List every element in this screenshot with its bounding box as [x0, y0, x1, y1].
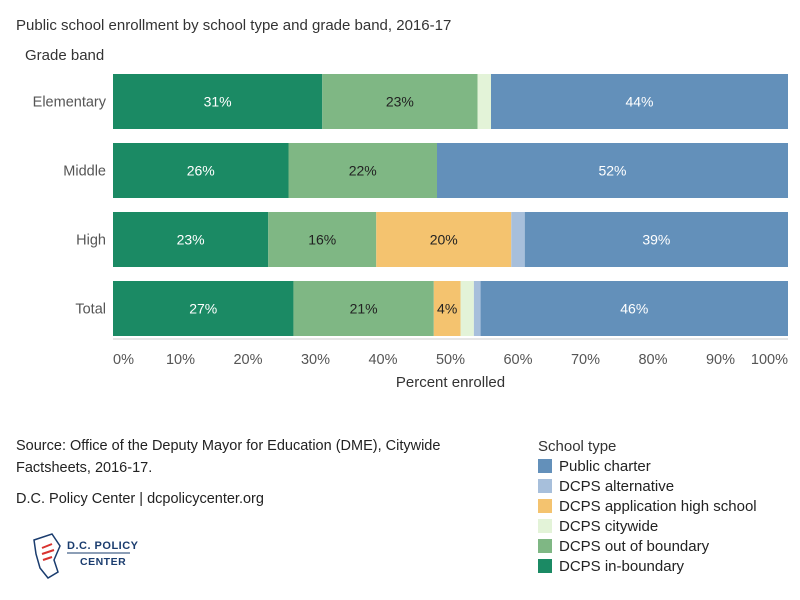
bar-segment: [460, 281, 474, 336]
legend-item: DCPS out of boundary: [538, 536, 757, 556]
legend-item: Public charter: [538, 456, 757, 476]
legend-swatch: [538, 459, 552, 473]
category-label: Elementary: [33, 95, 107, 111]
legend-swatch: [538, 479, 552, 493]
bar-segment: [524, 212, 788, 267]
dc-policy-center-logo: [33, 533, 130, 579]
x-tick-label: 20%: [233, 352, 262, 368]
category-label: High: [76, 233, 106, 249]
bar-segment: [113, 143, 289, 198]
bar-segment: [322, 74, 478, 129]
legend-item: DCPS citywide: [538, 516, 757, 536]
x-tick-label: 80%: [638, 352, 667, 368]
data-label: 16%: [308, 232, 336, 248]
bar-segment: [437, 143, 788, 198]
bar-segment: [473, 281, 481, 336]
x-tick-label: 10%: [166, 352, 195, 368]
bar-segment: [376, 212, 512, 267]
data-label: 23%: [177, 232, 205, 248]
x-tick-label: 100%: [751, 352, 788, 368]
legend-swatch: [538, 499, 552, 513]
data-label: 31%: [204, 94, 232, 110]
legend-label: DCPS in-boundary: [559, 557, 685, 575]
legend-label: DCPS alternative: [559, 477, 675, 495]
x-tick-label: 60%: [503, 352, 532, 368]
source-note: Source: Office of the Deputy Mayor for E…: [16, 438, 441, 476]
legend-label: DCPS application high school: [559, 497, 757, 515]
x-tick-label: 30%: [301, 352, 330, 368]
data-label: 39%: [642, 232, 670, 248]
legend-swatch: [538, 519, 552, 533]
x-axis-title: Percent enrolled: [396, 374, 505, 391]
category-label: Total: [75, 302, 106, 318]
legend-item: DCPS in-boundary: [538, 556, 757, 576]
legend-title: School type: [538, 438, 617, 455]
chart-title: Public school enrollment by school type …: [16, 17, 452, 34]
bar-segment: [113, 74, 323, 129]
y-axis-title: Grade band: [25, 47, 105, 64]
data-label: 4%: [437, 301, 457, 317]
logo-text-line2: CENTER: [80, 556, 127, 568]
legend-label: DCPS citywide: [559, 517, 659, 535]
data-label: 21%: [350, 301, 378, 317]
data-label: 23%: [386, 94, 414, 110]
legend-item: DCPS alternative: [538, 476, 757, 496]
data-label: 22%: [349, 163, 377, 179]
legend: School type Public charter DCPS alternati…: [538, 438, 757, 576]
data-label: 26%: [187, 163, 215, 179]
x-tick-label: 90%: [706, 352, 735, 368]
bar-segment: [491, 74, 788, 129]
bar-segment: [268, 212, 377, 267]
credit-line: D.C. Policy Center | dcpolicycenter.org: [16, 491, 264, 507]
legend-label: Public charter: [559, 457, 651, 475]
legend-swatch: [538, 539, 552, 553]
legend-item: DCPS application high school: [538, 496, 757, 516]
bar-segment: [113, 212, 269, 267]
x-tick-label: 70%: [571, 352, 600, 368]
stacked-bar-chart: Elementary 31% 23% 44% Middle 26% 22% 52% High 23…: [33, 74, 788, 391]
bar-segment: [433, 281, 461, 336]
x-tick-label: 0%: [113, 352, 134, 368]
legend-swatch: [538, 559, 552, 573]
x-tick-label: 50%: [436, 352, 465, 368]
logo-text-line1: D.C. POLICY: [67, 540, 139, 552]
bar-segment: [288, 143, 437, 198]
legend-label: DCPS out of boundary: [559, 537, 710, 555]
bar-segment: [511, 212, 525, 267]
bar-segment: [477, 74, 491, 129]
bar-segment: [293, 281, 434, 336]
data-label: 44%: [625, 94, 653, 110]
category-label: Middle: [63, 164, 106, 180]
bar-segment: [113, 281, 294, 336]
data-label: 20%: [430, 232, 458, 248]
data-label: 46%: [620, 301, 648, 317]
bar-segment: [480, 281, 788, 336]
data-label: 27%: [189, 301, 217, 317]
data-label: 52%: [598, 163, 626, 179]
x-tick-label: 40%: [368, 352, 397, 368]
